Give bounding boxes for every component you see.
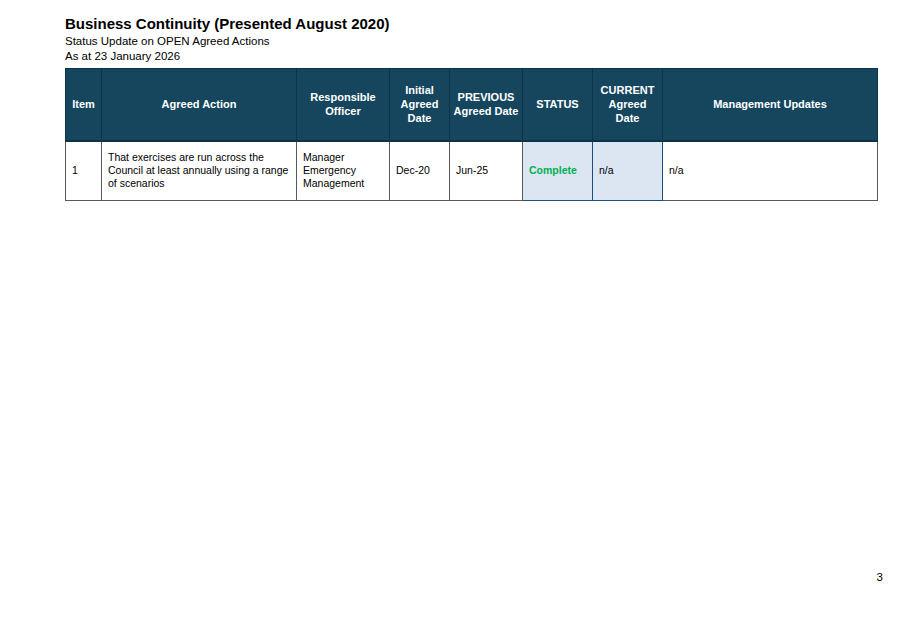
table-row: 1 That exercises are run across the Coun… — [66, 141, 878, 201]
document-page: Business Continuity (Presented August 20… — [0, 0, 899, 626]
cell-status: Complete — [523, 141, 593, 201]
subtitle-status-update: Status Update on OPEN Agreed Actions — [65, 34, 877, 49]
column-header-current-agreed-date: CURRENT Agreed Date — [593, 69, 663, 141]
cell-previous-agreed-date: Jun-25 — [450, 141, 523, 201]
column-header-initial-agreed-date: Initial Agreed Date — [390, 69, 450, 141]
column-header-responsible-officer: Responsible Officer — [297, 69, 390, 141]
cell-item-number: 1 — [66, 141, 102, 201]
column-header-previous-agreed-date: PREVIOUS Agreed Date — [450, 69, 523, 141]
cell-current-agreed-date: n/a — [593, 141, 663, 201]
cell-management-updates: n/a — [663, 141, 878, 201]
column-header-status: STATUS — [523, 69, 593, 141]
table-header-row: Item Agreed Action Responsible Officer I… — [66, 69, 878, 141]
column-header-management-updates: Management Updates — [663, 69, 878, 141]
cell-initial-agreed-date: Dec-20 — [390, 141, 450, 201]
table-header: Item Agreed Action Responsible Officer I… — [66, 69, 878, 141]
column-header-item: Item — [66, 69, 102, 141]
document-header: Business Continuity (Presented August 20… — [65, 14, 877, 64]
cell-agreed-action: That exercises are run across the Counci… — [102, 141, 297, 201]
agreed-actions-table: Item Agreed Action Responsible Officer I… — [65, 68, 878, 201]
column-header-agreed-action: Agreed Action — [102, 69, 297, 141]
cell-responsible-officer: Manager Emergency Management — [297, 141, 390, 201]
subtitle-as-at-date: As at 23 January 2026 — [65, 49, 877, 64]
page-number: 3 — [877, 571, 883, 583]
page-title: Business Continuity (Presented August 20… — [65, 14, 877, 34]
